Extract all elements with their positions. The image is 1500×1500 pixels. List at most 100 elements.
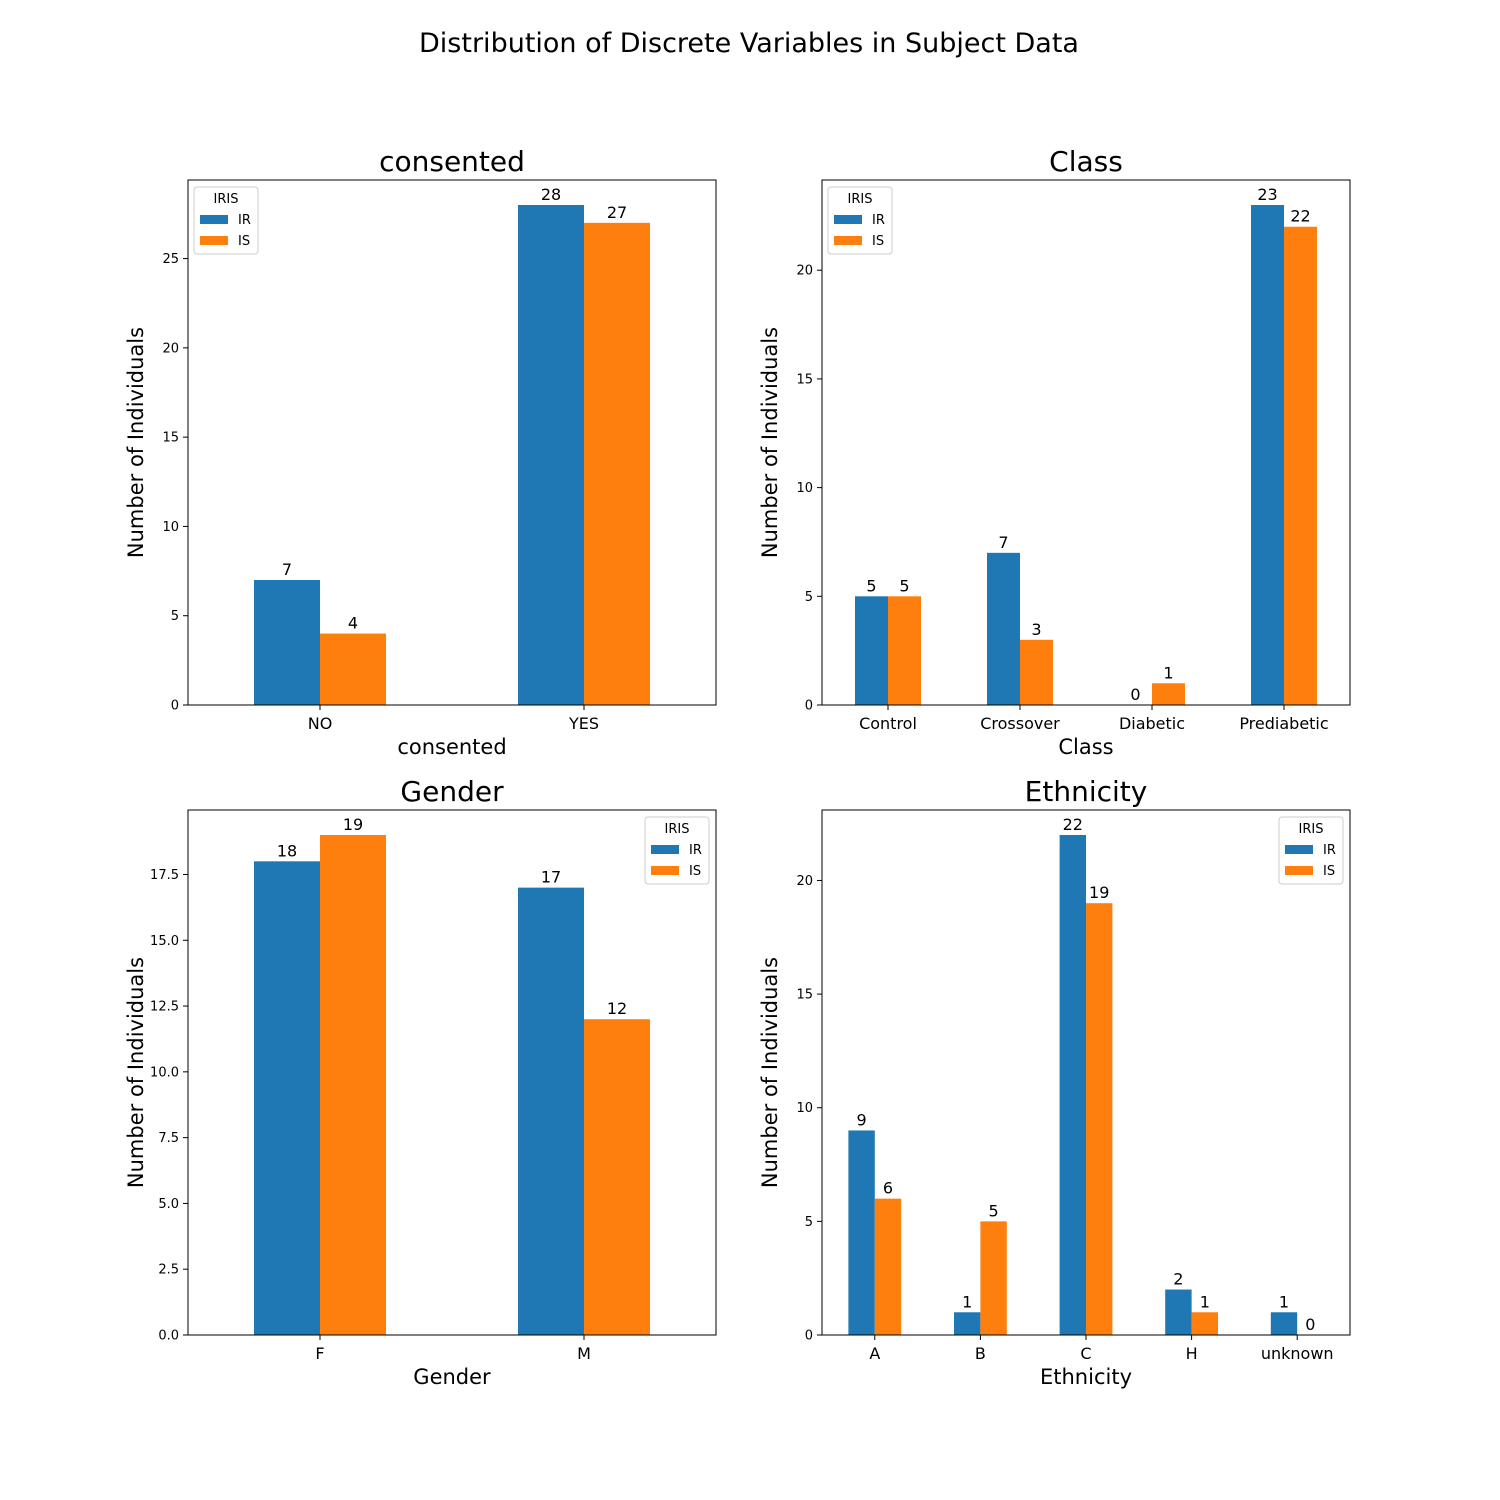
legend-label: IR bbox=[689, 843, 702, 858]
y-tick-label: 20 bbox=[796, 874, 813, 889]
data-label: 1 bbox=[1163, 663, 1173, 682]
data-label: 17 bbox=[541, 868, 561, 887]
data-label: 2 bbox=[1173, 1270, 1183, 1289]
y-tick-label: 0 bbox=[171, 699, 179, 714]
bar-IR-Control bbox=[855, 596, 888, 705]
data-label: 4 bbox=[348, 614, 358, 633]
legend-swatch-IR bbox=[651, 845, 679, 854]
y-tick-label: 5.0 bbox=[158, 1197, 179, 1212]
bar-IR-M bbox=[518, 887, 584, 1335]
y-tick-label: 0 bbox=[805, 1329, 813, 1344]
data-label: 5 bbox=[899, 576, 909, 595]
y-tick-label: 2.5 bbox=[158, 1263, 179, 1278]
x-tick-label: Control bbox=[859, 714, 917, 733]
plot-frame bbox=[187, 179, 717, 706]
bar-IS-F bbox=[320, 835, 386, 1335]
bar-IR-NO bbox=[254, 580, 320, 705]
legend-label: IS bbox=[689, 864, 701, 879]
legend-label: IR bbox=[238, 213, 251, 228]
plot-frame bbox=[187, 809, 717, 1336]
x-tick-label: A bbox=[869, 1344, 880, 1363]
data-label: 6 bbox=[883, 1179, 893, 1198]
legend-swatch-IR bbox=[200, 215, 228, 224]
x-tick-label: Prediabetic bbox=[1239, 714, 1328, 733]
y-tick-label: 10 bbox=[162, 520, 179, 535]
x-axis-title: Ethnicity bbox=[1040, 1365, 1132, 1389]
x-tick-label: C bbox=[1080, 1344, 1091, 1363]
legend-label: IR bbox=[872, 213, 885, 228]
legend-title: IRIS bbox=[665, 822, 690, 837]
y-axis-title: Number of Individuals bbox=[124, 327, 148, 558]
y-tick-label: 5 bbox=[805, 1215, 813, 1230]
legend-swatch-IR bbox=[1285, 845, 1313, 854]
figure-title: Distribution of Discrete Variables in Su… bbox=[419, 28, 1079, 59]
legend-swatch-IS bbox=[651, 866, 679, 875]
legend-swatch-IS bbox=[200, 236, 228, 245]
bar-IS-H bbox=[1191, 1312, 1218, 1335]
y-tick-label: 7.5 bbox=[158, 1131, 179, 1146]
data-label: 23 bbox=[1257, 185, 1277, 204]
x-tick-label: H bbox=[1186, 1344, 1198, 1363]
bar-IS-C bbox=[1086, 903, 1113, 1335]
y-tick-label: 15 bbox=[162, 431, 179, 446]
y-tick-label: 17.5 bbox=[150, 868, 179, 883]
y-tick-label: 25 bbox=[162, 252, 179, 267]
y-tick-label: 10.0 bbox=[150, 1065, 179, 1080]
x-axis-title: Gender bbox=[413, 1365, 491, 1389]
data-label: 22 bbox=[1063, 815, 1083, 834]
x-tick-label: M bbox=[577, 1344, 591, 1363]
y-tick-label: 15 bbox=[796, 372, 813, 387]
data-label: 3 bbox=[1031, 620, 1041, 639]
data-label: 0 bbox=[1305, 1315, 1315, 1334]
x-tick-label: B bbox=[975, 1344, 986, 1363]
legend-label: IS bbox=[872, 234, 884, 249]
data-label: 28 bbox=[541, 185, 561, 204]
y-tick-label: 20 bbox=[796, 264, 813, 279]
data-label: 1 bbox=[962, 1292, 972, 1311]
x-tick-label: unknown bbox=[1261, 1344, 1334, 1363]
bar-IS-A bbox=[874, 1198, 902, 1335]
data-label: 1 bbox=[1279, 1292, 1289, 1311]
data-label: 7 bbox=[998, 533, 1008, 552]
bar-IR-C bbox=[1059, 835, 1086, 1335]
data-label: 19 bbox=[343, 815, 363, 834]
data-label: 19 bbox=[1089, 883, 1109, 902]
y-tick-label: 10 bbox=[796, 481, 813, 496]
y-tick-label: 10 bbox=[796, 1101, 813, 1116]
y-axis-title: Number of Individuals bbox=[124, 957, 148, 1188]
legend-title: IRIS bbox=[214, 192, 239, 207]
bar-IR-Prediabetic bbox=[1251, 205, 1284, 705]
bar-IS-Prediabetic bbox=[1284, 226, 1317, 705]
bar-IR-unknown bbox=[1270, 1312, 1298, 1335]
bar-IR-H bbox=[1165, 1289, 1192, 1335]
data-label: 12 bbox=[607, 999, 627, 1018]
y-axis-title: Number of Individuals bbox=[758, 327, 782, 558]
bar-IS-M bbox=[584, 1019, 650, 1335]
data-label: 22 bbox=[1290, 207, 1310, 226]
chart-1: 7 28 4 27 0 5 10 15 20 25 NO YES consented consented N… bbox=[124, 145, 717, 759]
y-tick-label: 0.0 bbox=[158, 1329, 179, 1344]
bar-IS-Control bbox=[888, 596, 921, 705]
data-label: 9 bbox=[857, 1110, 867, 1129]
y-axis-title: Number of Individuals bbox=[758, 957, 782, 1188]
bar-IS-NO bbox=[320, 633, 386, 705]
bar-IR-A bbox=[848, 1130, 875, 1335]
bar-IR-B bbox=[954, 1312, 981, 1335]
y-tick-label: 12.5 bbox=[150, 1000, 179, 1015]
legend-title: IRIS bbox=[1299, 822, 1324, 837]
y-tick-label: 15 bbox=[796, 988, 813, 1003]
x-tick-label: YES bbox=[568, 714, 599, 733]
data-label: 18 bbox=[277, 841, 297, 860]
legend-swatch-IS bbox=[1285, 866, 1313, 875]
x-axis-title: Class bbox=[1058, 735, 1113, 759]
chart-2: 5 7 0 23 5 3 1 22 0 5 10 15 20 Control Crossover Diabet… bbox=[758, 145, 1351, 759]
legend-label: IS bbox=[1323, 864, 1335, 879]
bar-IS-Crossover bbox=[1020, 639, 1053, 705]
y-tick-label: 5 bbox=[805, 590, 813, 605]
legend-swatch-IS bbox=[834, 236, 862, 245]
plot-frame bbox=[821, 179, 1351, 706]
